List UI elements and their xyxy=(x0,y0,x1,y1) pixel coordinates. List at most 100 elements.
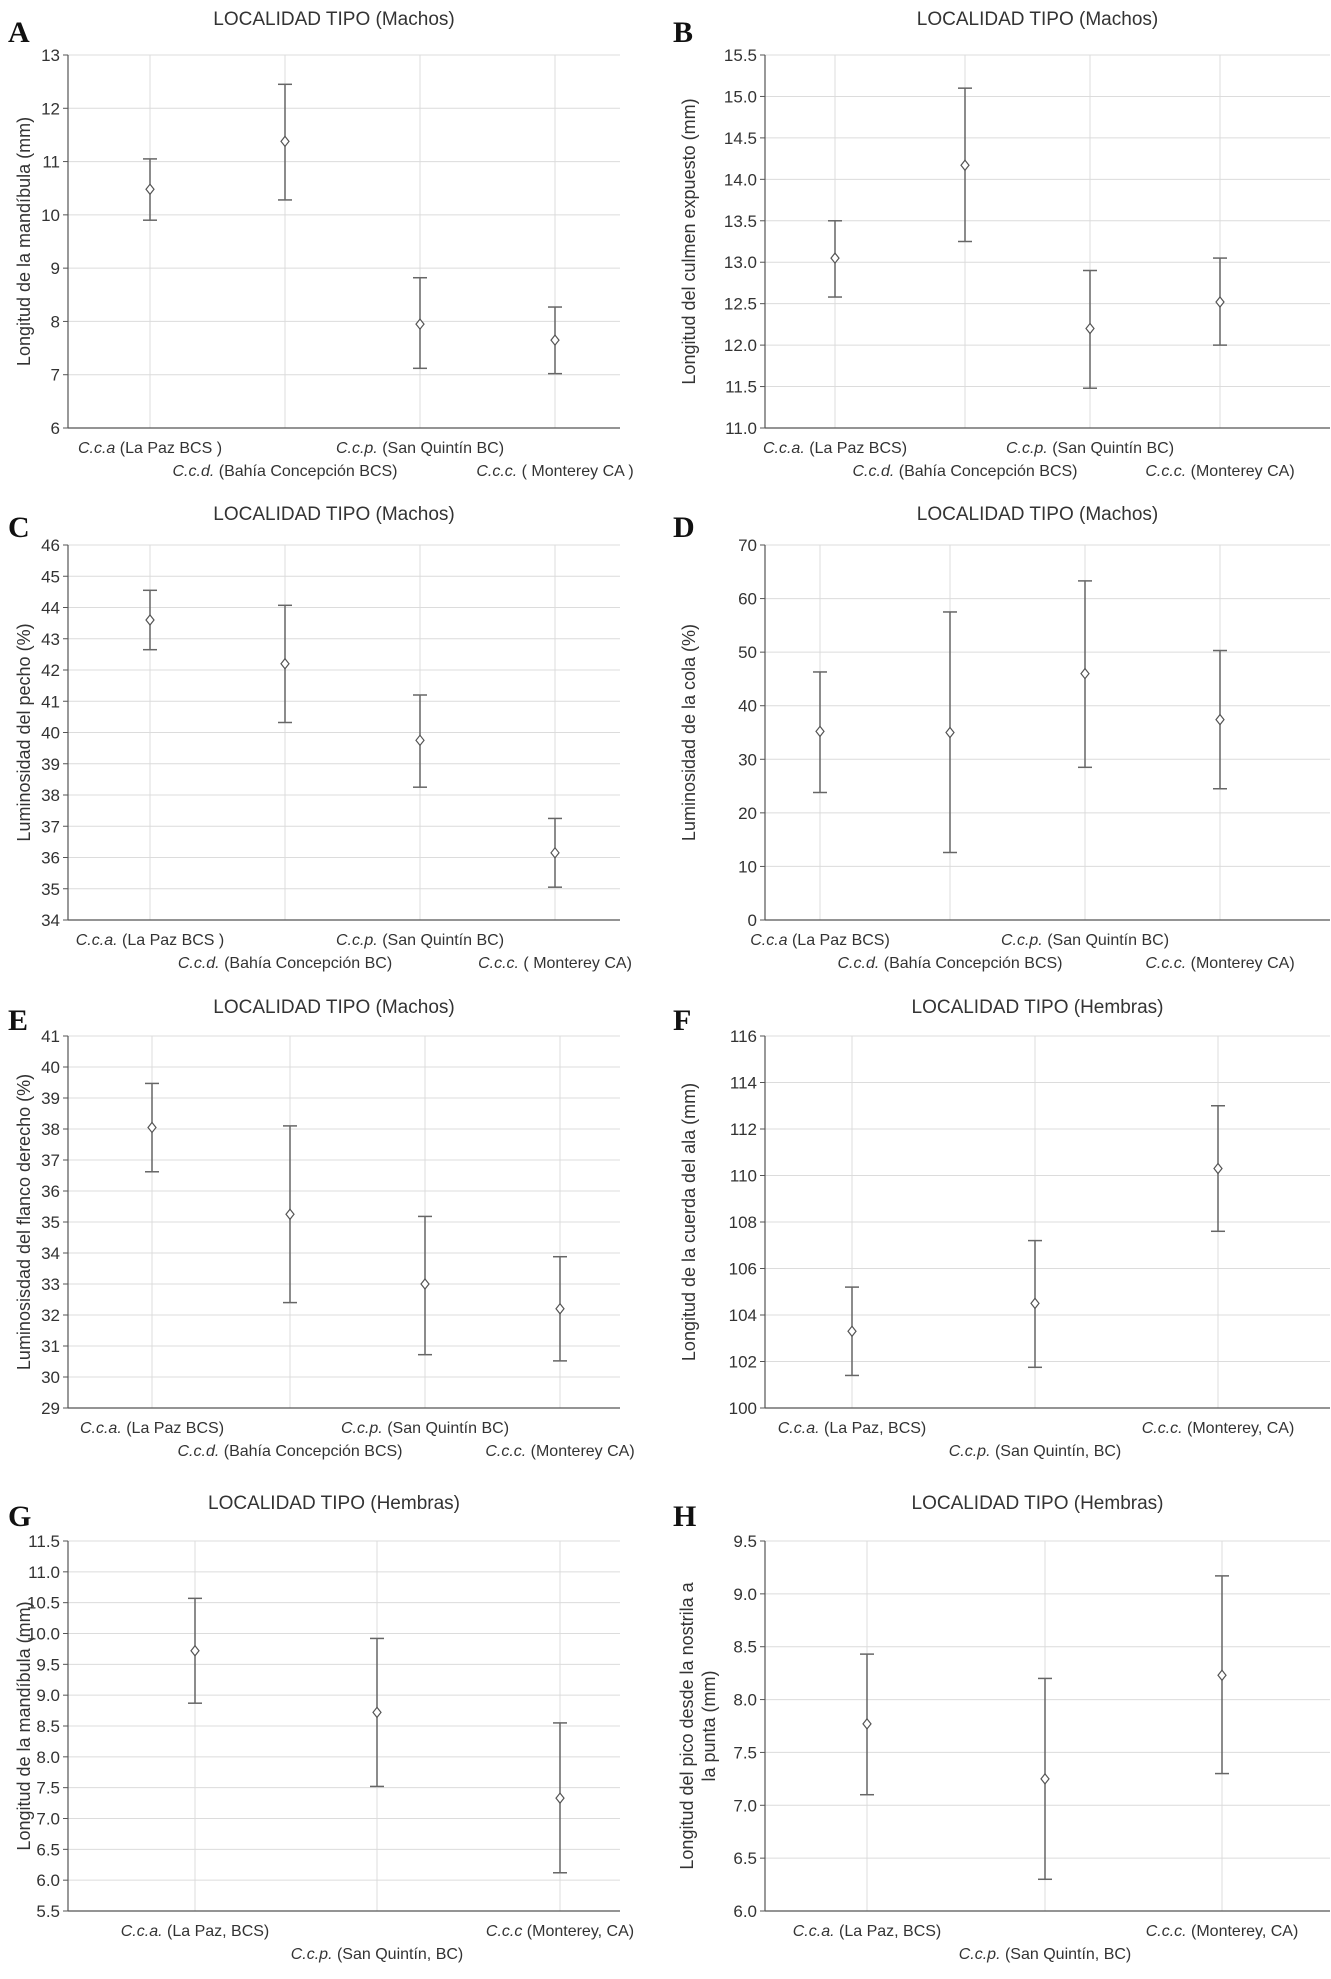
x-category-label: C.c.d. (Bahía Concepción BCS) xyxy=(178,1443,403,1460)
y-tick-label: 11.0 xyxy=(28,1563,60,1582)
y-tick-label: 104 xyxy=(729,1306,757,1325)
y-tick-label: 114 xyxy=(730,1074,757,1093)
y-tick-label: 36 xyxy=(41,1182,60,1201)
y-tick-label: 100 xyxy=(729,1399,757,1418)
y-tick-label: 6.5 xyxy=(36,1840,60,1859)
chart-title: LOCALIDAD TIPO (Machos) xyxy=(213,504,454,525)
y-tick-label: 6.0 xyxy=(733,1902,757,1921)
mean-marker xyxy=(555,1302,565,1315)
mean-marker xyxy=(555,1792,565,1805)
y-tick-label: 9.0 xyxy=(36,1686,60,1705)
panel-g: G LOCALIDAD TIPO (Hembras) 5.5 6.0 6.5 7.0 7.5… xyxy=(8,1493,634,1963)
y-tick-label: 9.0 xyxy=(733,1585,757,1604)
panel-letter: G xyxy=(8,1500,31,1533)
y-tick-label: 11.0 xyxy=(725,419,757,438)
y-tick-label: 8.5 xyxy=(733,1638,757,1657)
mean-marker xyxy=(1085,322,1095,335)
y-tick-label: 39 xyxy=(41,755,60,774)
x-category-label: C.c.a. (La Paz, BCS) xyxy=(793,1923,942,1940)
x-category-label: C.c.d. (Bahía Concepción BCS) xyxy=(853,463,1078,480)
x-category-label: C.c.d. (Bahía Concepción BCS) xyxy=(838,955,1063,972)
x-category-label: C.c.c. (Monterey, CA) xyxy=(1146,1923,1299,1940)
y-tick-label: 34 xyxy=(41,1244,60,1263)
y-tick-label: 11.5 xyxy=(28,1532,60,1551)
y-tick-label: 30 xyxy=(41,1368,60,1387)
mean-marker xyxy=(415,318,425,331)
x-category-label: C.c.c. (Monterey CA) xyxy=(485,1443,634,1460)
x-category-label: C.c.p. (San Quintín BC) xyxy=(336,440,504,457)
x-category-label: C.c.c. (Monterey CA) xyxy=(1145,955,1294,972)
panel-h: H LOCALIDAD TIPO (Hembras) 6.0 6.5 7.0 7.5 8.0… xyxy=(673,1493,1330,1963)
y-tick-label: 9.5 xyxy=(733,1532,757,1551)
x-category-label: C.c.p. (San Quintín BC) xyxy=(1006,440,1174,457)
mean-marker xyxy=(145,183,155,196)
y-tick-label: 106 xyxy=(729,1260,757,1279)
mean-marker xyxy=(1080,667,1090,680)
mean-marker xyxy=(1030,1297,1040,1310)
y-tick-label: 6 xyxy=(51,419,60,438)
x-category-label: C.c.a. (La Paz BCS ) xyxy=(76,932,225,949)
y-tick-label: 40 xyxy=(41,1058,60,1077)
chart-title: LOCALIDAD TIPO (Hembras) xyxy=(912,1493,1164,1514)
panel-a: A LOCALIDAD TIPO (Machos) 6 7 8 9 10 11 12 13 Long… xyxy=(8,9,634,480)
y-tick-label: 12 xyxy=(41,99,60,118)
mean-marker xyxy=(1215,296,1225,308)
y-tick-label: 108 xyxy=(729,1213,757,1232)
y-tick-label: 60 xyxy=(738,590,757,609)
y-tick-label: 20 xyxy=(738,804,757,823)
mean-marker xyxy=(815,725,825,738)
y-tick-label: 10.0 xyxy=(27,1625,60,1644)
y-tick-label: 30 xyxy=(738,750,757,769)
y-tick-label: 102 xyxy=(729,1353,757,1372)
y-tick-label: 13.0 xyxy=(724,253,757,272)
x-category-label: C.c.a. (La Paz, BCS) xyxy=(121,1923,270,1940)
mean-marker xyxy=(145,614,155,626)
panel-f: F LOCALIDAD TIPO (Hembras) 100 102 104 106 108… xyxy=(673,997,1330,1460)
y-tick-label: 14.5 xyxy=(724,129,757,148)
x-category-label: C.c.c. ( Monterey CA) xyxy=(478,955,632,972)
y-tick-label: 35 xyxy=(41,880,60,899)
y-axis-label: Longitud de la cuerda del ala (mm) xyxy=(679,1083,699,1361)
y-tick-label: 110 xyxy=(730,1167,757,1186)
panel-letter: B xyxy=(673,16,693,49)
y-tick-label: 38 xyxy=(41,786,60,805)
chart-title: LOCALIDAD TIPO (Hembras) xyxy=(912,997,1164,1018)
mean-marker xyxy=(1215,713,1225,726)
y-tick-label: 40 xyxy=(41,724,60,743)
y-tick-label: 7.0 xyxy=(733,1796,757,1815)
y-axis-label: Longitud del pico desde la nostrila a xyxy=(677,1581,697,1869)
y-axis-label: la punta (mm) xyxy=(699,1670,719,1781)
y-tick-label: 10.5 xyxy=(27,1594,60,1613)
y-tick-label: 5.5 xyxy=(36,1902,60,1921)
mean-marker xyxy=(945,726,955,739)
y-tick-label: 29 xyxy=(41,1399,60,1418)
y-tick-label: 15.5 xyxy=(724,46,757,65)
x-category-label: C.c.p. (San Quintín, BC) xyxy=(949,1443,1122,1460)
chart-title: LOCALIDAD TIPO (Machos) xyxy=(213,9,454,30)
panel-d: D LOCALIDAD TIPO (Machos) 0 10 20 30 40 50 60 70 L… xyxy=(673,504,1330,972)
chart-title: LOCALIDAD TIPO (Hembras) xyxy=(208,1493,460,1514)
y-tick-label: 41 xyxy=(41,692,60,711)
y-tick-label: 40 xyxy=(738,697,757,716)
y-tick-label: 11.5 xyxy=(725,378,757,397)
y-tick-label: 6.0 xyxy=(36,1871,60,1890)
y-tick-label: 44 xyxy=(41,599,60,618)
y-tick-label: 32 xyxy=(41,1306,60,1325)
y-tick-label: 38 xyxy=(41,1120,60,1139)
y-tick-label: 45 xyxy=(41,567,60,586)
y-axis-label: Luminosidad de la cola (%) xyxy=(679,624,699,841)
x-category-label: C.c.c. (Monterey CA) xyxy=(1145,463,1294,480)
mean-marker xyxy=(190,1644,200,1657)
y-tick-label: 0 xyxy=(748,911,757,930)
y-tick-label: 15.0 xyxy=(724,87,757,106)
y-tick-label: 33 xyxy=(41,1275,60,1294)
y-tick-label: 8.5 xyxy=(36,1717,60,1736)
chart-title: LOCALIDAD TIPO (Machos) xyxy=(917,9,1158,30)
panel-e: E LOCALIDAD TIPO (Machos) 29 30 31 32 33 34 35 36… xyxy=(8,997,635,1460)
y-tick-label: 7.5 xyxy=(36,1779,60,1798)
panel-c: C LOCALIDAD TIPO (Machos) 34 35 36 37 38 39 40 41… xyxy=(8,504,632,972)
mean-marker xyxy=(830,252,840,265)
x-category-label: C.c.a (La Paz BCS ) xyxy=(78,440,222,457)
y-tick-label: 39 xyxy=(41,1089,60,1108)
